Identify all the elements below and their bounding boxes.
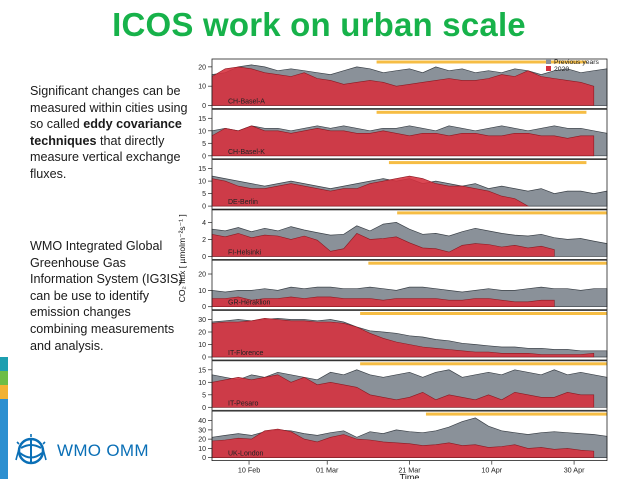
co2-flux-chart: 01020CH-Basel-A051015CH-Basel-K051015DE-… [177, 58, 608, 479]
y-tick-label: 10 [198, 446, 206, 453]
panel-uk-london: 0 10 20 30 40 UK-London [198, 410, 608, 462]
panel-it-florence: 0 10 20 30 IT-Florence [198, 310, 608, 362]
y-tick-label: 10 [198, 288, 206, 295]
panel-label: IT-Florence [228, 350, 264, 357]
para1-text-end: that directly measure vertical exchange … [30, 133, 181, 181]
y-tick-label: 5 [202, 141, 206, 148]
y-tick-label: 0 [202, 304, 206, 311]
current-2020-area [211, 296, 555, 307]
current-2020-area [211, 317, 595, 358]
legend-label-previous: Previous years [554, 59, 600, 66]
y-tick-label: 0 [202, 355, 206, 362]
panel-label: FI-Helsinki [228, 249, 262, 256]
current-2020-area [211, 175, 530, 207]
y-tick-label: 2 [202, 237, 206, 244]
lockdown-bar [368, 261, 607, 265]
y-tick-label: 15 [198, 166, 206, 173]
y-tick-label: 15 [198, 367, 206, 374]
lockdown-bar [397, 211, 607, 215]
x-tick-label: 10 Feb [238, 466, 260, 475]
wmo-logo-text: WMO OMM [57, 441, 149, 460]
current-2020-area [211, 428, 595, 458]
y-tick-label: 10 [198, 128, 206, 135]
accent-stripe-teal [0, 357, 8, 371]
y-tick-label: 10 [198, 84, 206, 91]
panel-fi-helsinki: 0 2 4 FI-Helsinki [202, 209, 608, 261]
panel-frame [211, 159, 608, 210]
panel-label: UK-London [228, 451, 264, 458]
y-tick-label: 20 [198, 64, 206, 71]
y-tick-label: 0 [202, 254, 206, 261]
x-axis-label: Time [400, 473, 420, 479]
legend-swatch-previous [546, 59, 551, 64]
legend-swatch-2020 [546, 66, 551, 71]
x-tick-label: 21 Mar [398, 466, 421, 475]
panel-label: CH-Basel-A [228, 99, 265, 106]
panel-frame [211, 259, 608, 311]
y-tick-label: 0 [202, 103, 206, 110]
para2-text: WMO Integrated Global Greenhouse Gas Inf… [30, 239, 183, 353]
y-tick-label: 20 [198, 272, 206, 279]
paragraph-ig3is: WMO Integrated Global Greenhouse Gas Inf… [30, 238, 190, 354]
x-tick-label: 10 Apr [481, 466, 502, 475]
y-tick-label: 10 [198, 179, 206, 186]
lockdown-bar [360, 312, 607, 315]
paragraph-eddy-covariance: Significant changes can be measured with… [30, 83, 190, 183]
x-tick-label: 30 Apr [564, 466, 585, 475]
panel-label: GR-Heraklion [228, 300, 271, 307]
panel-label: CH-Basel-K [228, 149, 265, 156]
panel-frame [211, 310, 608, 361]
current-2020-area [211, 233, 555, 257]
y-tick-label: 5 [202, 191, 206, 198]
panel-frame [211, 108, 608, 160]
y-axis-label: CO₂ flux [ µmolm⁻²s⁻¹ ] [177, 214, 187, 302]
para1-text: Significant changes can be measured with… [30, 84, 188, 132]
panel-label: IT-Pesaro [228, 400, 258, 407]
panel-frame [211, 360, 608, 411]
y-tick-label: 30 [198, 427, 206, 434]
y-tick-label: 15 [198, 116, 206, 123]
lockdown-bar [360, 362, 607, 366]
panel-gr-heraklion: 0 10 20 GR-Heraklion [198, 259, 608, 311]
panel-de-berlin: 0 5 10 15 DE-Berlin [198, 159, 608, 211]
panel-ch-basel-k: 0 5 10 15 CH-Basel-K [198, 108, 608, 160]
panel-ch-basel-a: 0 10 20 CH-Basel-A [198, 58, 608, 110]
panel-frame [211, 209, 608, 260]
y-tick-label: 0 [202, 204, 206, 211]
lockdown-bar [376, 110, 587, 114]
wmo-emblem-icon [15, 434, 47, 465]
current-2020-area [211, 125, 595, 157]
accent-stripe-yellow [0, 385, 8, 399]
panel-frame [211, 58, 608, 109]
lockdown-bar [376, 60, 587, 64]
current-2020-area [211, 374, 595, 408]
lockdown-bar [388, 161, 587, 165]
y-tick-label: 20 [198, 330, 206, 337]
y-tick-label: 0 [202, 455, 206, 462]
y-tick-label: 5 [202, 392, 206, 399]
legend-label-2020: 2020 [554, 66, 569, 73]
x-tick-label: 01 Mar [316, 466, 339, 475]
accent-stripe-green [0, 371, 8, 385]
y-tick-label: 10 [198, 380, 206, 387]
y-tick-label: 4 [202, 220, 206, 227]
current-2020-area [211, 66, 595, 106]
y-tick-label: 30 [198, 317, 206, 324]
para1-bold: eddy covariance techniques [30, 117, 182, 148]
y-tick-label: 0 [202, 153, 206, 160]
panel-it-pesaro: 0 5 10 15 IT-Pesaro [198, 360, 608, 412]
y-tick-label: 20 [198, 437, 206, 444]
y-tick-label: 10 [198, 342, 206, 349]
panel-label: DE-Berlin [228, 199, 258, 206]
y-tick-label: 40 [198, 418, 206, 425]
slide-title: ICOS work on urban scale [112, 6, 526, 43]
y-tick-label: 0 [202, 405, 206, 412]
accent-stripe-blue [0, 399, 8, 479]
lockdown-bar [425, 412, 607, 416]
wmo-logo: WMO OMM [12, 432, 182, 472]
